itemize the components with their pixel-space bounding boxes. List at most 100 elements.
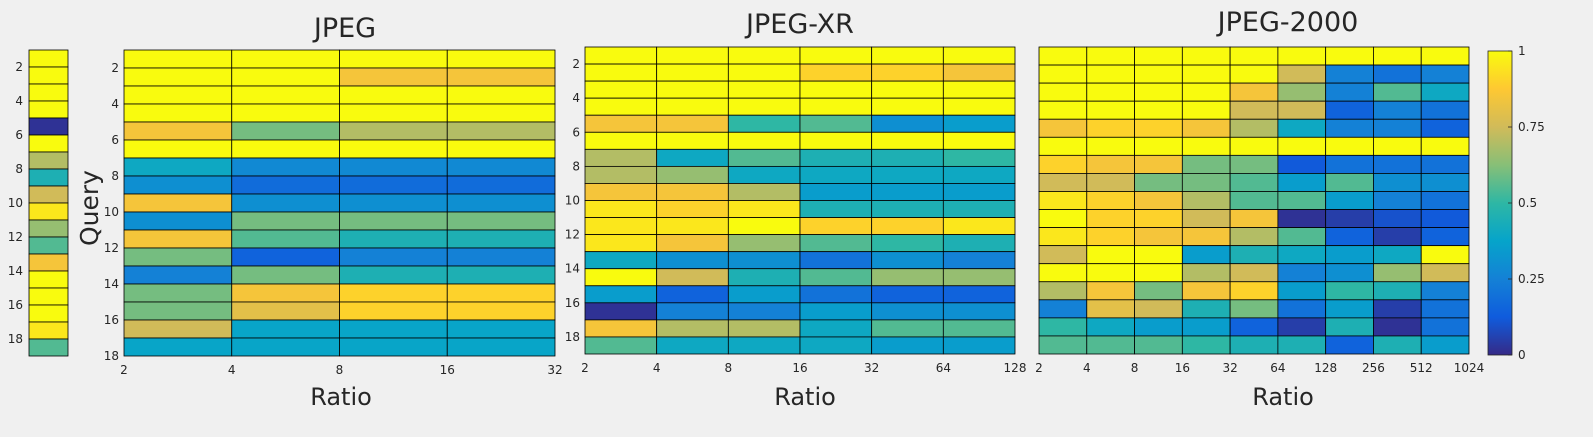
chart-3-cell-r16-c8	[1373, 317, 1422, 337]
chart-3-cell-r13-c5	[1229, 263, 1279, 283]
chart-3-cell-r4-c2	[1086, 100, 1135, 120]
chart-1-cell-r12-c4	[446, 247, 556, 267]
chart-2-cell-r14-c6	[942, 268, 1016, 287]
chart-3-cell-r1-c8	[1373, 46, 1422, 66]
chart-1-y-tick-label: 4	[111, 97, 119, 111]
chart-0-y-tick-label: 18	[8, 332, 23, 346]
chart-2-cell-r4-c1	[584, 97, 658, 116]
chart-3-cell-r16-c9	[1420, 317, 1470, 337]
chart-3-x-tick-label: 16	[1175, 361, 1190, 375]
chart-1-x-tick-label: 2	[120, 363, 128, 377]
chart-2-cell-r7-c4	[799, 148, 873, 167]
chart-3-cell-r6-c4	[1181, 136, 1231, 156]
chart-2-cell-r16-c6	[942, 302, 1016, 321]
chart-2-cell-r3-c3	[727, 80, 801, 99]
chart-3-cell-r8-c6	[1277, 173, 1327, 192]
chart-3-cell-r5-c1	[1038, 118, 1088, 138]
chart-2-y-tick-label: 14	[565, 262, 580, 276]
chart-3-cell-r9-c2	[1086, 191, 1135, 210]
chart-0-cell-r14-c1	[28, 270, 69, 289]
chart-1-cell-r8-c3	[339, 175, 448, 195]
chart-1-cell-r9-c4	[446, 193, 556, 213]
chart-2-cell-r5-c3	[727, 114, 801, 133]
chart-3-cell-r15-c8	[1373, 299, 1422, 319]
chart-0-y-tick-label: 2	[15, 60, 23, 74]
chart-1-cell-r16-c2	[231, 319, 340, 339]
chart-1-cell-r11-c3	[339, 229, 448, 249]
chart-3-cell-r5-c9	[1420, 118, 1470, 138]
chart-3-cell-r1-c3	[1134, 46, 1183, 66]
chart-2-cell-r14-c4	[799, 268, 873, 287]
chart-2-cell-r1-c1	[584, 46, 658, 65]
chart-2-cell-r9-c2	[656, 183, 729, 201]
chart-0-y-tick-label: 16	[8, 298, 23, 312]
chart-0-cell-r2-c1	[28, 66, 69, 85]
chart-3-cell-r17-c3	[1134, 335, 1183, 355]
chart-3-cell-r2-c9	[1420, 64, 1470, 84]
chart-2-cell-r16-c2	[656, 302, 729, 321]
colorbar-tick-label: 0.75	[1518, 120, 1545, 134]
chart-2-cell-r18-c4	[799, 336, 873, 355]
chart-2-cell-r18-c6	[942, 336, 1016, 355]
chart-2-cell-r18-c3	[727, 336, 801, 355]
chart-2-title: JPEG-XR	[744, 9, 854, 40]
chart-0-cell-r12-c1	[28, 236, 69, 255]
chart-2-cell-r4-c5	[871, 97, 944, 116]
chart-2-cell-r10-c6	[942, 200, 1016, 218]
chart-3-cell-r10-c7	[1325, 209, 1374, 228]
chart-2-cell-r15-c6	[942, 285, 1016, 304]
chart-1-cell-r13-c2	[231, 265, 340, 285]
chart-1-cell-r8-c2	[231, 175, 340, 195]
chart-3-cell-r14-c7	[1325, 281, 1374, 301]
chart-2-cell-r10-c2	[656, 200, 729, 218]
chart-3-cell-r1-c7	[1325, 46, 1374, 66]
chart-1-cell-r15-c2	[231, 301, 340, 321]
chart-1-cell-r5-c4	[446, 121, 556, 141]
chart-0-cell-r15-c1	[28, 287, 69, 306]
chart-2-y-tick-label: 8	[572, 159, 580, 173]
chart-3-cell-r10-c2	[1086, 209, 1135, 228]
chart-3-cell-r12-c1	[1038, 245, 1088, 265]
chart-1-cell-r1-c1	[123, 49, 233, 69]
chart-2-cell-r17-c4	[799, 319, 873, 338]
chart-3-cell-r6-c6	[1277, 136, 1327, 156]
chart-1-cell-r14-c3	[339, 283, 448, 303]
chart-3-cell-r2-c7	[1325, 64, 1374, 84]
chart-0-y-tick-label: 4	[15, 94, 23, 108]
chart-3-cell-r15-c6	[1277, 299, 1327, 319]
chart-1-cell-r6-c2	[231, 139, 340, 159]
chart-1-y-tick-label: 14	[104, 277, 119, 291]
chart-1-cell-r2-c2	[231, 67, 340, 87]
chart-2-cell-r15-c3	[727, 285, 801, 304]
chart-3-cell-r13-c4	[1181, 263, 1231, 283]
chart-2-cell-r4-c3	[727, 97, 801, 116]
chart-1-cell-r17-c1	[123, 337, 233, 357]
chart-2-cell-r6-c5	[871, 131, 944, 150]
chart-1-cell-r7-c1	[123, 157, 233, 177]
chart-1-cell-r17-c3	[339, 337, 448, 357]
chart-1-cell-r10-c4	[446, 211, 556, 231]
chart-3-cell-r7-c7	[1325, 154, 1374, 174]
chart-3-cell-r14-c6	[1277, 281, 1327, 301]
chart-0-cell-r4-c1	[28, 100, 69, 119]
chart-1-cell-r1-c4	[446, 49, 556, 69]
chart-2-cell-r10-c4	[799, 200, 873, 218]
chart-1-cell-r7-c3	[339, 157, 448, 177]
chart-3-cell-r2-c3	[1134, 64, 1183, 84]
chart-2-cell-r6-c4	[799, 131, 873, 150]
chart-2-cell-r7-c5	[871, 148, 944, 167]
chart-1-cell-r15-c1	[123, 301, 233, 321]
chart-2-cell-r13-c1	[584, 251, 658, 270]
chart-1-cell-r3-c2	[231, 85, 340, 105]
chart-3-cell-r17-c6	[1277, 335, 1327, 355]
chart-2-cell-r17-c3	[727, 319, 801, 338]
chart-3-cell-r11-c6	[1277, 227, 1327, 247]
chart-2-cell-r15-c1	[584, 285, 658, 304]
chart-1-cell-r1-c3	[339, 49, 448, 69]
chart-3-cell-r3-c7	[1325, 82, 1374, 102]
chart-2-cell-r13-c6	[942, 251, 1016, 270]
chart-2-cell-r7-c3	[727, 148, 801, 167]
chart-3-cell-r3-c6	[1277, 82, 1327, 102]
chart-3-cell-r11-c5	[1229, 227, 1279, 247]
chart-3-cell-r13-c2	[1086, 263, 1135, 283]
